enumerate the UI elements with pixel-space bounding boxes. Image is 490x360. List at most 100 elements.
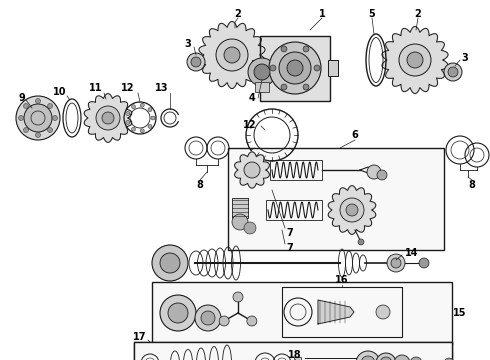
Circle shape (376, 305, 390, 319)
Polygon shape (235, 152, 270, 188)
Circle shape (269, 42, 321, 94)
Text: 8: 8 (468, 180, 475, 190)
Circle shape (102, 112, 114, 124)
Text: 2: 2 (415, 9, 421, 19)
Circle shape (358, 239, 364, 245)
Polygon shape (199, 21, 265, 89)
Text: 7: 7 (287, 243, 294, 253)
Circle shape (281, 84, 287, 90)
Circle shape (151, 116, 155, 120)
Circle shape (314, 65, 320, 71)
Text: 5: 5 (368, 9, 375, 19)
Circle shape (303, 46, 309, 52)
Text: 12: 12 (121, 83, 135, 93)
Circle shape (35, 99, 41, 104)
Circle shape (410, 357, 422, 360)
Polygon shape (328, 186, 376, 234)
Text: 10: 10 (53, 87, 67, 97)
Circle shape (195, 305, 221, 331)
Bar (134, 342, 452, 360)
Circle shape (340, 198, 364, 222)
Text: 18: 18 (288, 350, 302, 360)
Bar (266, 200, 322, 220)
Text: 6: 6 (352, 130, 358, 140)
Circle shape (394, 355, 410, 360)
Circle shape (303, 84, 309, 90)
Circle shape (380, 357, 392, 360)
Circle shape (356, 351, 380, 360)
Text: 4: 4 (248, 93, 255, 103)
Circle shape (287, 60, 303, 76)
Circle shape (444, 63, 462, 81)
Text: 13: 13 (155, 83, 169, 93)
Circle shape (376, 353, 396, 360)
Circle shape (448, 67, 458, 77)
Circle shape (201, 311, 215, 325)
Circle shape (391, 258, 401, 268)
Bar (134, 342, 452, 360)
Circle shape (216, 39, 248, 71)
Circle shape (248, 58, 276, 86)
Circle shape (254, 64, 270, 80)
Bar (328, 60, 338, 76)
Circle shape (281, 46, 287, 52)
Text: 7: 7 (287, 228, 294, 238)
Text: 11: 11 (89, 83, 103, 93)
Circle shape (140, 129, 144, 133)
Circle shape (247, 316, 257, 326)
Bar (152, 282, 452, 344)
Circle shape (24, 127, 28, 132)
Circle shape (168, 303, 188, 323)
Circle shape (407, 52, 423, 68)
Circle shape (244, 222, 256, 234)
Circle shape (126, 112, 130, 116)
Circle shape (377, 170, 387, 180)
Bar (228, 148, 444, 250)
Bar (282, 287, 402, 337)
Bar (294, 357, 301, 360)
Bar (252, 60, 262, 76)
Text: 8: 8 (196, 180, 203, 190)
Circle shape (279, 52, 311, 84)
Circle shape (244, 162, 260, 178)
Circle shape (131, 105, 136, 109)
Bar (232, 198, 248, 218)
Text: 12: 12 (243, 120, 257, 130)
Circle shape (444, 358, 454, 360)
Circle shape (48, 127, 52, 132)
Bar (270, 160, 322, 180)
Circle shape (233, 292, 243, 302)
Circle shape (35, 132, 41, 138)
Text: 2: 2 (235, 9, 242, 19)
Circle shape (126, 121, 130, 125)
Text: 15: 15 (453, 308, 467, 318)
Polygon shape (318, 300, 354, 324)
Circle shape (19, 116, 24, 121)
Bar (260, 36, 330, 100)
Bar (255, 82, 269, 92)
Circle shape (224, 47, 240, 63)
Circle shape (148, 108, 152, 112)
Circle shape (232, 214, 248, 230)
Circle shape (152, 245, 188, 281)
Circle shape (187, 53, 205, 71)
Text: 3: 3 (185, 39, 192, 49)
Text: 9: 9 (19, 93, 25, 103)
Text: 1: 1 (318, 9, 325, 19)
Circle shape (270, 65, 276, 71)
Circle shape (24, 103, 28, 108)
Text: 3: 3 (462, 53, 468, 63)
Polygon shape (382, 26, 448, 94)
Circle shape (367, 165, 381, 179)
Circle shape (148, 124, 152, 129)
Circle shape (361, 356, 375, 360)
Polygon shape (84, 94, 132, 143)
Circle shape (191, 57, 201, 67)
Circle shape (52, 116, 57, 121)
Circle shape (387, 254, 405, 272)
Circle shape (131, 127, 136, 131)
Text: 17: 17 (133, 332, 147, 342)
Circle shape (219, 316, 229, 326)
Circle shape (399, 44, 431, 76)
Circle shape (48, 103, 52, 108)
